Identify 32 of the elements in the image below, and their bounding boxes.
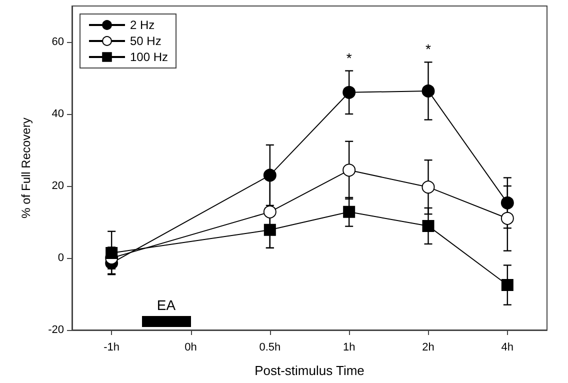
point — [342, 164, 356, 177]
legend-label: 2 Hz — [130, 18, 155, 32]
point — [501, 279, 514, 291]
point — [263, 168, 276, 182]
legend-label: 100 Hz — [130, 50, 168, 64]
y-tick-label: -20 — [48, 324, 64, 336]
y-tick-label: 0 — [58, 252, 64, 264]
point — [343, 206, 356, 218]
annotation: * — [346, 50, 352, 66]
annotation: * — [426, 41, 432, 58]
y-axis-title: % of Full Recovery — [19, 118, 33, 218]
x-tick-label: 2h — [422, 342, 434, 354]
y-tick-label: 40 — [52, 108, 64, 120]
x-axis-title: Post-stimulus Time — [254, 363, 364, 378]
point — [342, 86, 356, 99]
legend-label: 50 Hz — [130, 34, 162, 48]
x-tick-label: -1h — [104, 342, 120, 354]
point — [422, 84, 435, 98]
point — [264, 224, 276, 236]
point — [422, 220, 434, 232]
point — [422, 180, 435, 194]
point — [500, 212, 514, 225]
annotation: EA — [156, 297, 176, 313]
x-tick-label: 0h — [184, 342, 197, 354]
point — [263, 205, 276, 218]
x-tick-label: 4h — [501, 342, 514, 354]
y-tick-label: 20 — [52, 180, 64, 192]
point — [500, 196, 514, 210]
x-tick-label: 1h — [342, 342, 356, 354]
x-tick-label: 0.5h — [259, 342, 281, 354]
point — [106, 246, 118, 259]
y-tick-label: 60 — [52, 36, 64, 48]
